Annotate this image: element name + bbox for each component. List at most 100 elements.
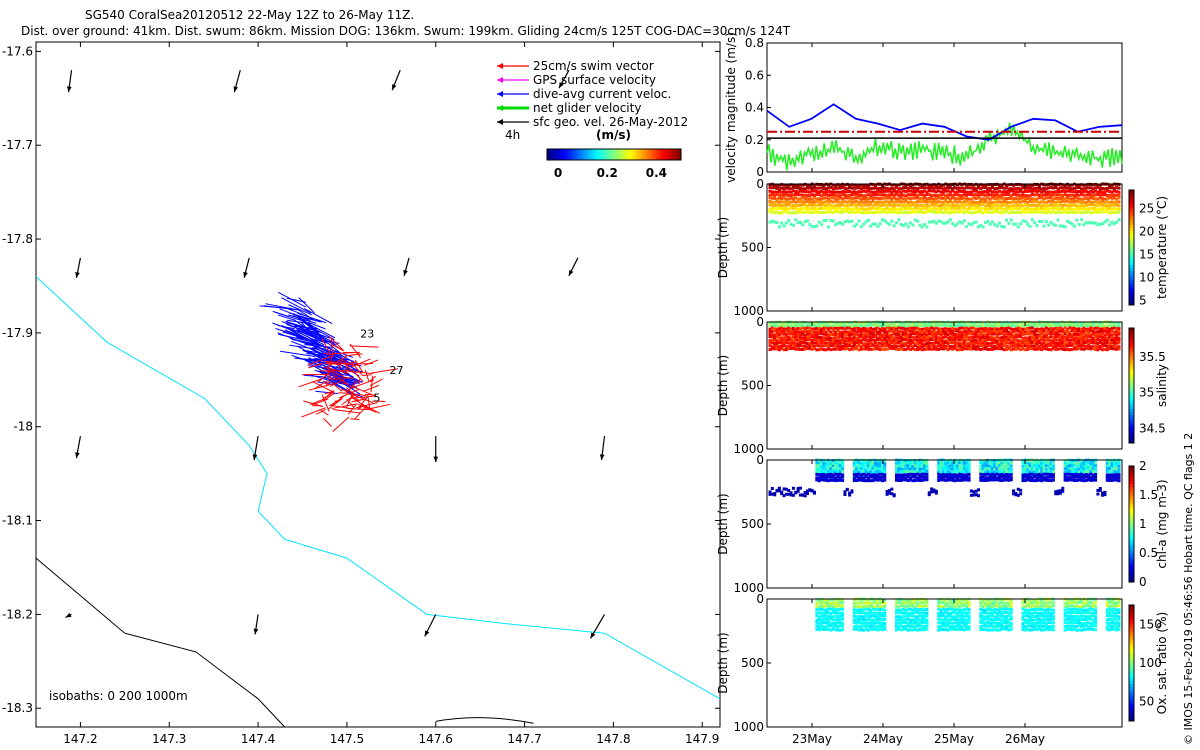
profile-point (869, 341, 873, 345)
profile-point (838, 204, 842, 208)
profile-point (904, 330, 908, 334)
profile-point (1000, 475, 1004, 479)
profile-point (937, 332, 941, 336)
profile-point (1094, 210, 1098, 214)
profile-point (1005, 627, 1009, 631)
profile-point (934, 207, 938, 211)
profile-point (1002, 611, 1006, 615)
profile-point (913, 610, 917, 614)
profile-point (986, 204, 990, 208)
profile-point (923, 330, 927, 334)
profile-point (925, 333, 929, 337)
profile-point (787, 329, 791, 333)
profile-point (784, 203, 788, 207)
profile-point (815, 467, 819, 471)
profile-point (916, 200, 920, 204)
profile-point (1019, 193, 1023, 197)
profile-point (878, 478, 882, 482)
profile-point (850, 210, 854, 214)
profile-point (878, 604, 882, 608)
profile-point (1009, 478, 1013, 482)
profile-point (894, 207, 898, 211)
profile-point (979, 330, 983, 334)
profile-point (824, 206, 828, 210)
profile-point (782, 339, 786, 343)
profile-point (1007, 611, 1011, 615)
profile-point (1054, 324, 1058, 328)
profile-point (852, 598, 856, 602)
profile-point (796, 333, 800, 337)
profile-point (993, 465, 997, 469)
profile-point (983, 335, 987, 339)
profile-point (873, 473, 877, 477)
profile-point (1068, 333, 1072, 337)
profile-point (965, 186, 969, 190)
profile-point (962, 476, 966, 480)
profile-point (1089, 338, 1093, 342)
profile-point (920, 203, 924, 207)
profile-point (1028, 470, 1032, 474)
profile-point (962, 473, 966, 477)
profile-point (824, 218, 828, 222)
profile-point (1056, 324, 1060, 328)
profile-point (770, 326, 774, 330)
profile-point (1077, 473, 1081, 477)
profile-point (934, 197, 938, 201)
dac-vector (297, 312, 327, 324)
profile-point (1044, 472, 1048, 476)
profile-point (1028, 321, 1032, 325)
sfc-geo-velocity-arrow (75, 257, 82, 278)
profile-point (1000, 347, 1004, 351)
profile-point (1061, 333, 1065, 337)
profile-point (1014, 333, 1018, 337)
profile-point (1000, 614, 1004, 618)
profile-point (1112, 210, 1116, 214)
profile-point (911, 347, 915, 351)
profile-point (1070, 342, 1074, 346)
profile-point (962, 193, 966, 197)
glider-vector-cluster (259, 291, 399, 432)
profile-point (927, 193, 931, 197)
profile-point (1005, 324, 1009, 328)
profile-point (876, 461, 880, 465)
profile-point (1000, 624, 1004, 628)
profile-point (815, 344, 819, 348)
profile-point (918, 598, 922, 602)
profile-point (972, 323, 976, 327)
profile-point (1110, 473, 1114, 477)
profile-point (948, 347, 952, 351)
profile-point (869, 323, 873, 327)
profile-point (937, 621, 941, 625)
profile-point (953, 332, 957, 336)
profile-point (794, 330, 798, 334)
profile-point (906, 628, 910, 632)
profile-point (1063, 344, 1067, 348)
profile-point (871, 190, 875, 194)
profile-point (1072, 341, 1076, 345)
profile-point (995, 323, 999, 327)
profile-point (1054, 203, 1058, 207)
profile-point (1007, 614, 1011, 618)
profile-point (1072, 459, 1076, 463)
profile-point (845, 330, 849, 334)
profile-point (803, 335, 807, 339)
profile-point (862, 222, 866, 226)
profile-point (1075, 327, 1079, 331)
profile-point (958, 465, 962, 469)
profile-point (864, 335, 868, 339)
profile-point (1061, 329, 1065, 333)
profile-point (951, 465, 955, 469)
profile-point (787, 203, 791, 207)
profile-point (871, 323, 875, 327)
profile-point (782, 207, 786, 211)
profile-point (864, 618, 868, 622)
profile-point (791, 206, 795, 210)
profile-point (862, 476, 866, 480)
profile-point (902, 627, 906, 631)
profile-point (798, 338, 802, 342)
profile-point (1005, 329, 1009, 333)
profile-point (916, 459, 920, 463)
profile-point (960, 473, 964, 477)
profile-point (1021, 461, 1025, 465)
profile-point (1037, 201, 1041, 205)
